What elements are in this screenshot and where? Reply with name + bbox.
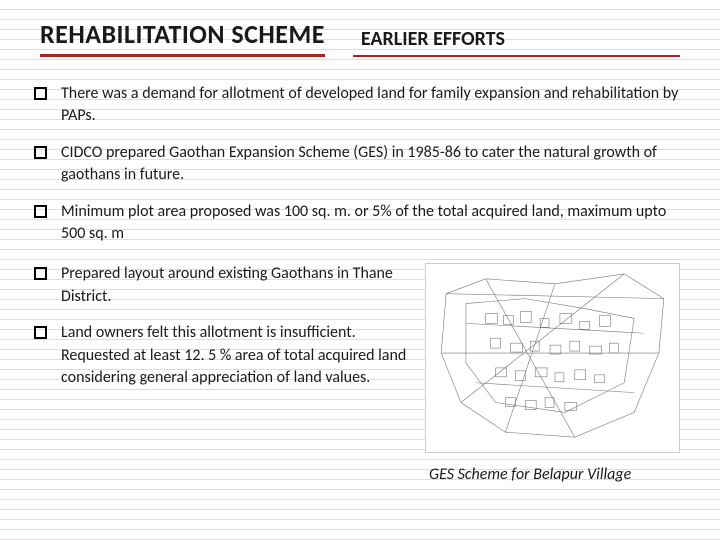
bullet-text: Prepared layout around existing Gaothans… [61,263,417,308]
square-bullet-icon [34,205,47,218]
left-column: Prepared layout around existing Gaothans… [34,263,417,484]
page-subtitle: EARLIER EFFORTS [353,27,680,57]
bullet-text: Minimum plot area proposed was 100 sq. m… [61,201,680,246]
square-bullet-icon [34,146,47,159]
square-bullet-icon [34,326,47,339]
right-column: GES Scheme for Belapur Village [425,263,680,484]
bullet-list-top: There was a demand for allotment of deve… [0,57,720,245]
list-item: There was a demand for allotment of deve… [34,83,680,128]
bullet-text: Land owners felt this allotment is insuf… [61,322,417,389]
bullet-text: There was a demand for allotment of deve… [61,83,680,128]
slide-content: REHABILITATION SCHEME EARLIER EFFORTS Th… [0,0,720,484]
map-figure [425,263,680,453]
square-bullet-icon [34,87,47,100]
list-item: Minimum plot area proposed was 100 sq. m… [34,201,680,246]
page-title: REHABILITATION SCHEME [40,18,325,57]
bullet-text: CIDCO prepared Gaothan Expansion Scheme … [61,142,680,187]
list-item: Land owners felt this allotment is insuf… [34,322,417,389]
figure-caption: GES Scheme for Belapur Village [425,465,680,484]
list-item: CIDCO prepared Gaothan Expansion Scheme … [34,142,680,187]
header-row: REHABILITATION SCHEME EARLIER EFFORTS [0,0,720,57]
map-drawing [426,264,679,452]
two-column-row: Prepared layout around existing Gaothans… [0,263,720,484]
list-item: Prepared layout around existing Gaothans… [34,263,417,308]
square-bullet-icon [34,267,47,280]
